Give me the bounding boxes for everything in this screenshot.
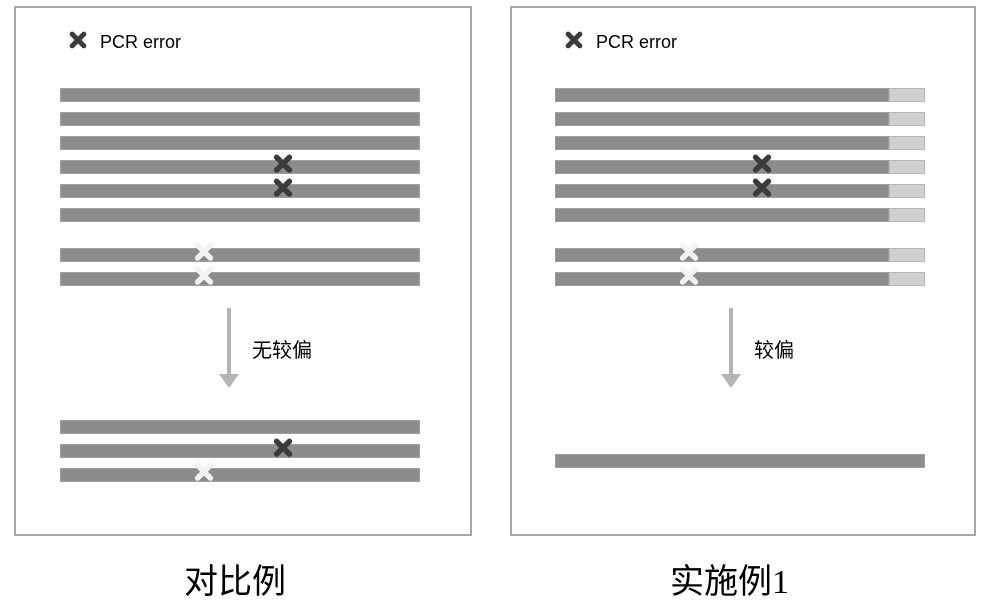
caption-left: 对比例 (184, 554, 286, 603)
pcr-error-mark (193, 265, 215, 291)
sequence-read (60, 420, 420, 434)
sequence-read (60, 248, 420, 262)
sequence-read (60, 136, 420, 150)
sequence-read (60, 184, 420, 198)
legend-label: PCR error (596, 32, 677, 53)
read-body (60, 88, 420, 102)
read-body (555, 208, 889, 222)
read-body (60, 248, 420, 262)
read-tag (889, 248, 925, 262)
pcr-error-mark (751, 153, 773, 179)
pcr-error-mark (678, 265, 700, 291)
arrow-head (721, 374, 741, 388)
arrow-label-right: 较偏 (754, 334, 794, 363)
read-tag (889, 184, 925, 198)
read-body (555, 454, 925, 468)
x-icon (68, 30, 88, 55)
read-tag (889, 160, 925, 174)
read-tag (889, 208, 925, 222)
read-tag (889, 136, 925, 150)
read-tag (889, 88, 925, 102)
sequence-read (60, 112, 420, 126)
pcr-error-mark (272, 437, 294, 463)
sequence-read (555, 88, 925, 102)
read-body (555, 160, 889, 174)
read-body (555, 88, 889, 102)
read-body (60, 136, 420, 150)
read-body (555, 184, 889, 198)
process-arrow (222, 308, 236, 388)
sequence-read (555, 272, 925, 286)
read-body (60, 272, 420, 286)
process-arrow (724, 308, 738, 388)
arrow-shaft (227, 308, 231, 376)
sequence-read (555, 160, 925, 174)
read-tag (889, 112, 925, 126)
read-body (60, 420, 420, 434)
read-body (60, 160, 420, 174)
read-body (555, 112, 889, 126)
read-tag (889, 272, 925, 286)
legend-right: PCR error (564, 30, 677, 55)
read-body (555, 136, 889, 150)
sequence-read (60, 88, 420, 102)
read-body (60, 444, 420, 458)
pcr-error-mark (678, 241, 700, 267)
sequence-read (555, 112, 925, 126)
sequence-read (60, 160, 420, 174)
pcr-error-mark (193, 241, 215, 267)
arrow-label-left: 无较偏 (252, 334, 312, 363)
sequence-read (60, 208, 420, 222)
pcr-error-mark (272, 153, 294, 179)
sequence-read (60, 468, 420, 482)
legend-label: PCR error (100, 32, 181, 53)
sequence-read (555, 454, 925, 468)
pcr-error-mark (751, 177, 773, 203)
sequence-read (60, 444, 420, 458)
read-body (555, 272, 889, 286)
arrow-head (219, 374, 239, 388)
read-body (60, 468, 420, 482)
arrow-shaft (729, 308, 733, 376)
pcr-error-mark (193, 461, 215, 487)
read-body (60, 184, 420, 198)
x-icon (564, 30, 584, 55)
sequence-read (555, 208, 925, 222)
read-body (60, 112, 420, 126)
read-body (60, 208, 420, 222)
read-body (555, 248, 889, 262)
sequence-read (555, 136, 925, 150)
sequence-read (60, 272, 420, 286)
pcr-error-mark (272, 177, 294, 203)
sequence-read (555, 184, 925, 198)
diagram-canvas: PCR error PCR error 无较偏 较偏对比例 实施例1 (0, 0, 1000, 612)
sequence-read (555, 248, 925, 262)
caption-right: 实施例1 (670, 554, 789, 603)
legend-left: PCR error (68, 30, 181, 55)
